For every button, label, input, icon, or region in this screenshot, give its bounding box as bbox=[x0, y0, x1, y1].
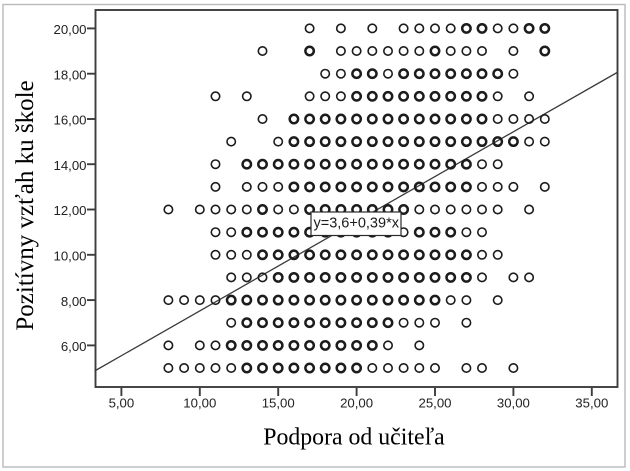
svg-text:16,00: 16,00 bbox=[53, 113, 86, 128]
svg-text:30,00: 30,00 bbox=[497, 396, 530, 411]
svg-text:6,00: 6,00 bbox=[61, 339, 87, 354]
svg-text:10,00: 10,00 bbox=[183, 396, 216, 411]
svg-text:20,00: 20,00 bbox=[53, 22, 86, 37]
svg-text:5,00: 5,00 bbox=[109, 396, 135, 411]
svg-text:8,00: 8,00 bbox=[61, 294, 87, 309]
svg-text:35,00: 35,00 bbox=[575, 396, 608, 411]
svg-text:y=3,6+0,39*x: y=3,6+0,39*x bbox=[314, 216, 400, 232]
svg-text:Pozitívny vzťah ku škole: Pozitívny vzťah ku škole bbox=[12, 80, 39, 330]
svg-text:10,00: 10,00 bbox=[53, 249, 86, 264]
svg-text:Podpora od učiteľa: Podpora od učiteľa bbox=[263, 425, 445, 451]
svg-text:20,00: 20,00 bbox=[340, 396, 373, 411]
svg-text:18,00: 18,00 bbox=[53, 67, 86, 82]
svg-text:14,00: 14,00 bbox=[53, 158, 86, 173]
svg-text:15,00: 15,00 bbox=[262, 396, 295, 411]
svg-text:25,00: 25,00 bbox=[418, 396, 451, 411]
svg-text:12,00: 12,00 bbox=[53, 203, 86, 218]
